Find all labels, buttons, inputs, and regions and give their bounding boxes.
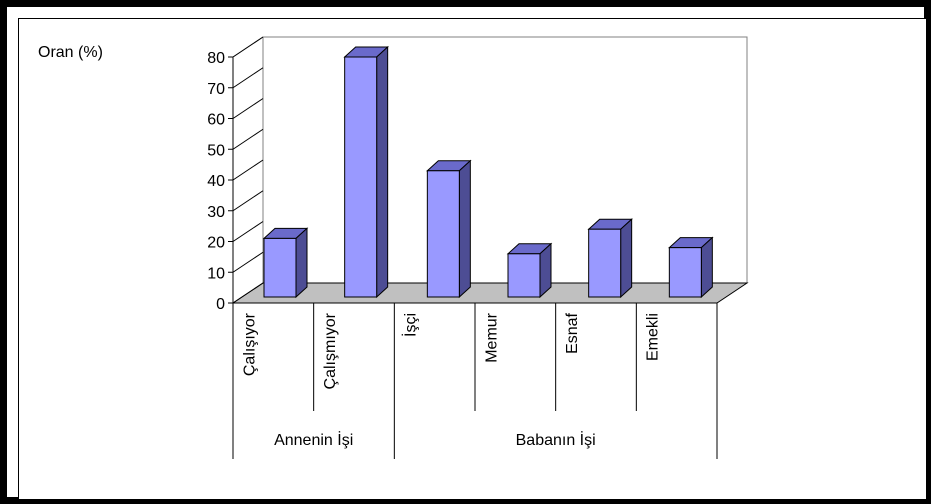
- bar-front: [588, 228, 622, 298]
- bar: [426, 159, 472, 299]
- bar-side: [376, 45, 389, 299]
- y-tick-label: 10: [207, 265, 225, 282]
- bar-side: [700, 236, 713, 299]
- bar: [506, 242, 553, 299]
- y-tick-depth: [232, 282, 264, 304]
- bar-side: [539, 242, 552, 299]
- bars: [262, 45, 714, 299]
- group-label: Babanın İşi: [516, 430, 596, 449]
- bar-side: [295, 227, 308, 299]
- bar-front: [344, 56, 378, 298]
- y-axis-ticks: 0 10 20 30 40 50 60 70 80: [207, 36, 264, 313]
- group-label: Annenin İşi: [274, 430, 353, 449]
- y-tick-label: 0: [216, 296, 225, 313]
- bar: [262, 227, 309, 299]
- bar-front: [507, 253, 541, 298]
- y-tick-label: 70: [207, 81, 225, 98]
- category-label: İşçi: [401, 313, 420, 337]
- x-axis: Çalışıyor Çalışmıyor İşçi Memur Esnaf Emekli A…: [232, 303, 718, 459]
- bar-side: [458, 159, 471, 299]
- y-tick-label: 50: [207, 142, 225, 159]
- y-tick-label: 80: [207, 50, 225, 67]
- bar-front: [426, 170, 460, 298]
- y-tick-label: 20: [207, 235, 225, 252]
- category-label: Çalışmıyor: [322, 312, 339, 389]
- bar: [343, 45, 389, 299]
- category-label: Memur: [483, 312, 500, 362]
- y-tick-depth: [232, 221, 264, 242]
- category-label: Esnaf: [564, 312, 581, 353]
- y-axis-label: Oran (%): [38, 44, 103, 61]
- bar: [587, 218, 633, 299]
- y-tick-depth: [232, 98, 264, 119]
- y-tick-label: 40: [207, 173, 225, 190]
- y-tick-depth: [232, 67, 264, 89]
- y-tick-label: 60: [207, 112, 225, 129]
- y-tick-depth: [232, 159, 264, 181]
- y-tick-depth: [232, 190, 264, 212]
- bar: [668, 236, 714, 299]
- y-tick-label: 30: [207, 204, 225, 221]
- category-label: Emekli: [645, 313, 662, 361]
- y-tick-depth: [232, 128, 264, 150]
- bar-front: [668, 247, 702, 298]
- category-label: Çalışıyor: [241, 312, 258, 376]
- y-tick-depth: [232, 36, 264, 58]
- bar-side: [620, 218, 633, 299]
- bar-front: [263, 237, 297, 298]
- y-tick-depth: [232, 251, 264, 273]
